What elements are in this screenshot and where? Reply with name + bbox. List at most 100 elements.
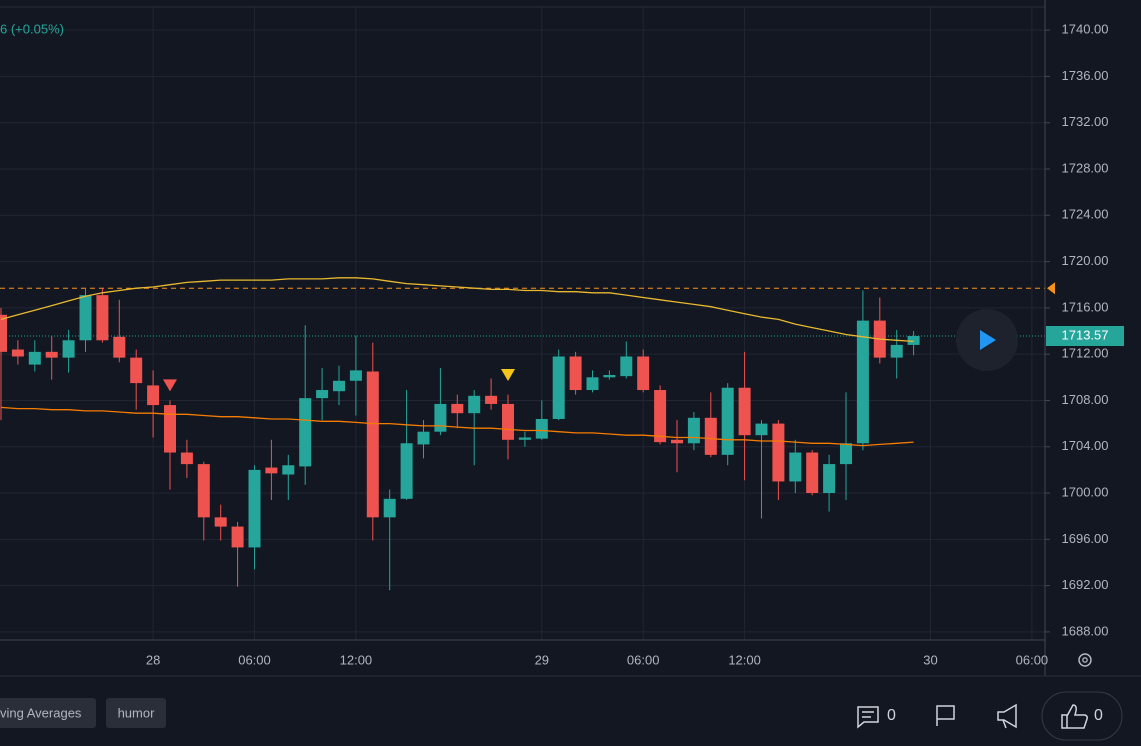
- price-change: 6 (+0.05%): [0, 21, 64, 36]
- candle-body: [468, 395, 481, 414]
- x-tick-label: 12:00: [340, 652, 373, 667]
- candle-body: [349, 370, 362, 381]
- candle-body: [180, 452, 193, 465]
- settings-icon[interactable]: [1078, 653, 1092, 667]
- candle-body: [586, 377, 599, 391]
- signal-marker: [163, 379, 177, 392]
- tag[interactable]: [0, 698, 96, 728]
- axes: 1740.00 1736.00 1732.00 1728.00 1724.00 1720.…: [146, 22, 1124, 667]
- play-button[interactable]: [956, 309, 1018, 371]
- candle-body: [671, 439, 683, 444]
- candle-body: [62, 340, 75, 358]
- candle-body: [333, 380, 345, 392]
- candle-body: [485, 395, 498, 404]
- candle-body: [687, 417, 700, 444]
- candle-body: [772, 423, 785, 482]
- candle-body: [840, 443, 852, 465]
- y-tick-label: 1700.00: [1062, 484, 1109, 499]
- flag-icon[interactable]: [936, 705, 955, 726]
- candle-body: [316, 390, 329, 399]
- candle-body: [552, 356, 565, 419]
- x-tick-label: 29: [535, 652, 549, 667]
- candle-body: [856, 320, 869, 444]
- x-tick-label: 30: [923, 652, 937, 667]
- y-tick-label: 1704.00: [1062, 438, 1109, 453]
- comment-lines[interactable]: [862, 711, 874, 718]
- comment-count[interactable]: 0: [887, 707, 896, 724]
- x-tick-label: 28: [146, 652, 160, 667]
- candle-body: [620, 356, 633, 377]
- y-tick-label: 1716.00: [1062, 299, 1109, 314]
- y-tick-label: 1732.00: [1062, 114, 1109, 129]
- y-tick-label: 1692.00: [1062, 577, 1109, 592]
- candle-body: [738, 387, 751, 436]
- gear-hub[interactable]: [1082, 657, 1088, 663]
- like-count[interactable]: 0: [1094, 707, 1103, 724]
- candle-body: [518, 437, 531, 440]
- candle-body: [113, 336, 126, 358]
- candle-body: [569, 356, 582, 391]
- last-price-tag: [1046, 325, 1124, 346]
- candle-body: [535, 418, 548, 439]
- x-tick-label: 12:00: [728, 652, 761, 667]
- candle-body: [654, 390, 667, 443]
- candle-body: [400, 443, 413, 499]
- candle-body: [96, 295, 109, 341]
- candle-body: [79, 295, 92, 341]
- candle-body: [502, 403, 514, 440]
- candle-body: [282, 465, 295, 475]
- signal-marker: [501, 368, 515, 381]
- candle-body: [755, 423, 768, 436]
- candle-body: [366, 371, 379, 518]
- candle-body: [637, 356, 650, 391]
- candle-body: [11, 349, 24, 357]
- gear[interactable]: [1078, 653, 1092, 667]
- candle-body: [130, 357, 143, 384]
- tag-label[interactable]: humor: [118, 705, 156, 720]
- candle-body: [704, 417, 717, 455]
- comment-button[interactable]: [857, 706, 879, 729]
- candle-body: [451, 403, 464, 414]
- candle-body: [299, 398, 312, 467]
- candle-body: [248, 469, 261, 548]
- candle-body: [45, 351, 58, 358]
- candle-body: [265, 467, 278, 474]
- alert-marker: [1047, 282, 1055, 295]
- moving-average: [0, 406, 914, 447]
- y-tick-label: 1736.00: [1062, 68, 1109, 83]
- like-icon[interactable]: [1061, 704, 1088, 729]
- candle-body: [0, 314, 7, 352]
- grid: [0, 7, 1045, 640]
- candle-body: [789, 452, 802, 482]
- candle-body: [603, 374, 616, 378]
- candle-body: [434, 403, 447, 432]
- candle-body: [806, 452, 819, 494]
- y-tick-label: 1712.00: [1062, 346, 1109, 361]
- y-tick-label: 1720.00: [1062, 253, 1109, 268]
- comment-icon[interactable]: [857, 706, 879, 729]
- tag-label[interactable]: ving Averages: [0, 705, 82, 720]
- last-price-label: 1713.57: [1062, 327, 1109, 342]
- candle-body: [28, 351, 41, 365]
- candle-body: [417, 431, 430, 445]
- x-tick-label: 06:00: [627, 652, 660, 667]
- moving-average: [0, 277, 914, 343]
- y-tick-label: 1688.00: [1062, 623, 1109, 638]
- candle-body: [147, 385, 160, 406]
- candle-body: [907, 335, 920, 345]
- plot: [0, 277, 1045, 591]
- x-tick-label: 06:00: [1016, 652, 1049, 667]
- y-tick-label: 1708.00: [1062, 392, 1109, 407]
- play-icon[interactable]: [980, 330, 996, 350]
- x-tick-label: 06:00: [238, 652, 271, 667]
- candle-body: [164, 405, 176, 453]
- candle-body: [214, 517, 227, 527]
- y-tick-label: 1724.00: [1062, 207, 1109, 222]
- like-button[interactable]: [1041, 691, 1123, 741]
- share-icon[interactable]: [997, 703, 1017, 729]
- y-tick-label: 1696.00: [1062, 531, 1109, 546]
- tag[interactable]: [106, 698, 166, 728]
- y-tick-label: 1728.00: [1062, 160, 1109, 175]
- candle-body: [231, 526, 244, 548]
